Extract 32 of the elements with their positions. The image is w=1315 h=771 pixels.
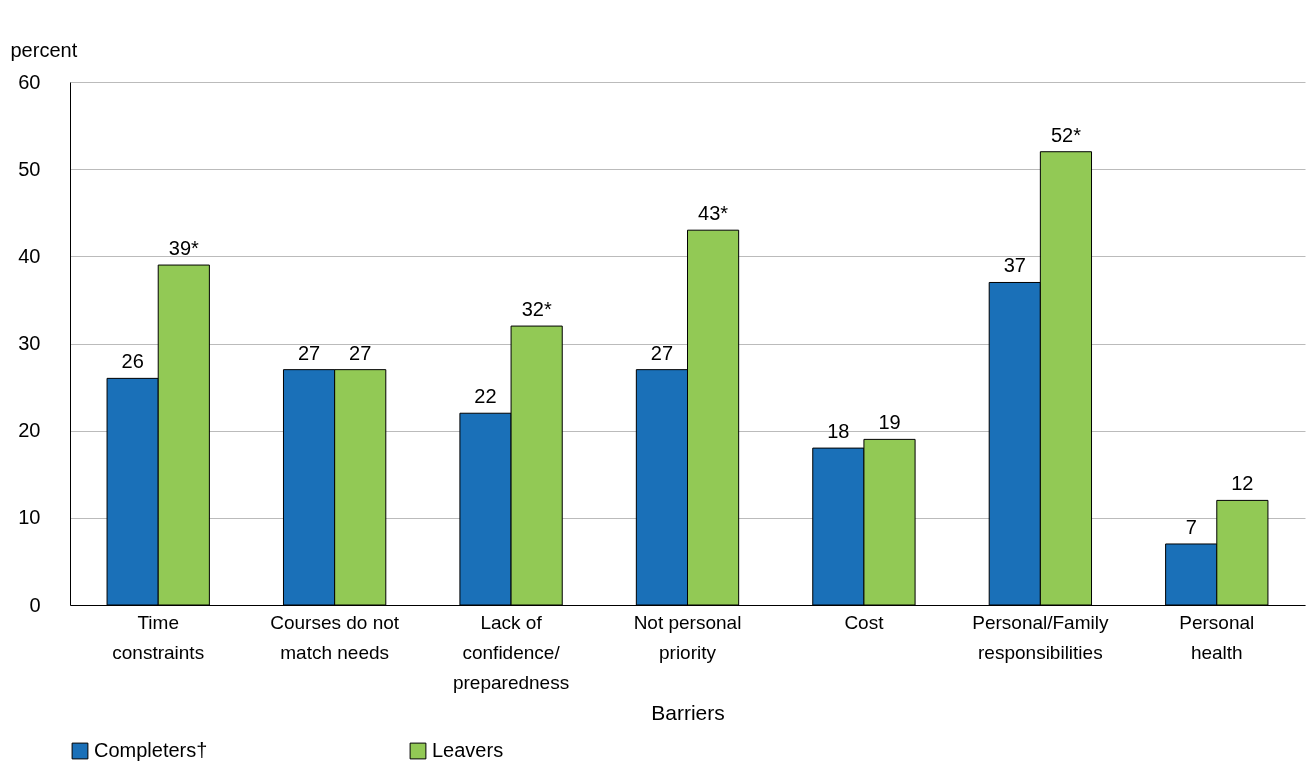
y-axis-title: percent <box>10 38 78 61</box>
data-label: 27 <box>297 341 321 364</box>
x-tick-label: Lack of confidence/ preparedness <box>452 611 570 693</box>
data-label: 12 <box>1231 472 1254 495</box>
y-tick-label: 40 <box>18 244 41 267</box>
data-label: 26 <box>121 350 144 373</box>
legend-label: Leavers <box>432 739 504 761</box>
data-label: 52* <box>1050 123 1082 146</box>
x-axis-title: Barriers <box>651 700 725 724</box>
data-label: 19 <box>878 411 901 434</box>
x-tick-label: Courses do not match needs <box>270 611 400 663</box>
y-tick-label: 50 <box>18 157 41 180</box>
data-label: 22 <box>474 385 497 408</box>
data-label: 7 <box>1185 515 1197 538</box>
data-label: 39* <box>168 237 200 260</box>
data-label: 37 <box>1003 254 1026 277</box>
x-tick-label: Personal/Family responsibilities <box>972 611 1109 663</box>
data-label: 27 <box>349 341 372 364</box>
y-tick-label: 0 <box>29 593 41 616</box>
data-label: 43* <box>698 202 729 225</box>
y-tick-label: 60 <box>18 70 41 93</box>
data-label: 18 <box>827 420 850 443</box>
legend-label: Completers† <box>94 739 208 761</box>
y-tick-label: 20 <box>18 419 41 442</box>
data-label: 27 <box>650 341 674 364</box>
x-tick-label: Personal health <box>1179 611 1255 663</box>
x-tick-label: Not personal priority <box>633 611 742 663</box>
x-tick-label: Cost <box>844 611 885 633</box>
x-tick-label: Time constraints <box>112 611 205 663</box>
y-tick-label: 10 <box>18 506 41 529</box>
data-label: 32* <box>521 298 552 321</box>
y-tick-label: 30 <box>18 332 41 354</box>
